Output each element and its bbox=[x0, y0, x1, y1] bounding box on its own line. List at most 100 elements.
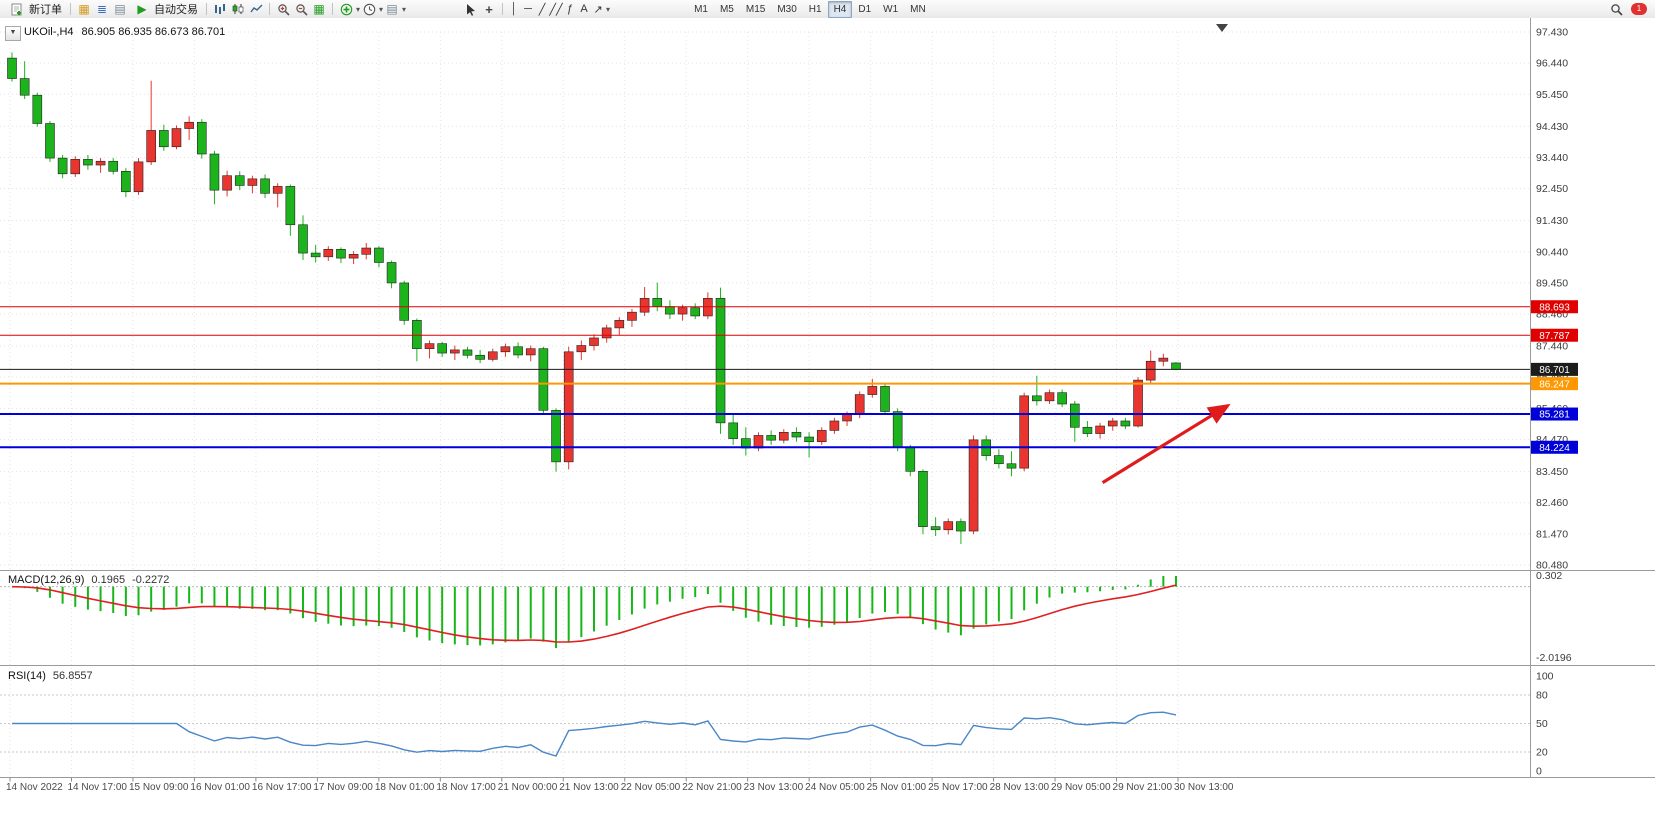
tile-windows-icon[interactable]: ▦ bbox=[313, 2, 325, 16]
terminal-icon[interactable]: ▤ bbox=[114, 2, 126, 16]
template-dropdown-chevron[interactable]: ▾ bbox=[402, 4, 407, 14]
rsi-scale-label: 80 bbox=[1536, 690, 1548, 702]
rsi-value: 56.8557 bbox=[52, 670, 93, 682]
macd-scale-min: -2.0196 bbox=[1536, 652, 1572, 664]
crosshair-icon[interactable]: + bbox=[485, 1, 493, 17]
text-tool[interactable]: A bbox=[580, 3, 588, 15]
timeframe-w1[interactable]: W1 bbox=[883, 3, 899, 15]
indicators-icon[interactable] bbox=[337, 1, 355, 17]
svg-text:22 Nov 05:00: 22 Nov 05:00 bbox=[621, 782, 681, 793]
cursor-icon[interactable] bbox=[462, 1, 480, 17]
chart-title: UKOil-,H4 86.905 86.935 86.673 86.701 bbox=[24, 26, 225, 38]
gridlines bbox=[0, 31, 1530, 775]
timeframe-d1[interactable]: D1 bbox=[858, 3, 872, 15]
rsi-scale-label: 0 bbox=[1536, 766, 1542, 778]
svg-text:95.450: 95.450 bbox=[1536, 89, 1568, 101]
template-icon[interactable]: ▤ bbox=[386, 2, 398, 16]
svg-text:16 Nov 01:00: 16 Nov 01:00 bbox=[190, 782, 250, 793]
navigator-icon[interactable]: ≣ bbox=[96, 2, 108, 16]
timeframe-toolbar: M1 M5 M15 M30 H1 H4 D1 W1 MN bbox=[688, 0, 932, 18]
level-lines[interactable] bbox=[0, 306, 1530, 449]
svg-text:96.440: 96.440 bbox=[1536, 58, 1568, 70]
svg-text:14 Nov 2022: 14 Nov 2022 bbox=[6, 782, 63, 793]
timeframe-h1[interactable]: H1 bbox=[808, 3, 822, 15]
zoom-out-icon[interactable] bbox=[292, 1, 310, 17]
ohlc-values-label: 86.905 86.935 86.673 86.701 bbox=[81, 26, 226, 38]
market-watch-icon[interactable]: ▦ bbox=[78, 2, 90, 16]
svg-text:21 Nov 13:00: 21 Nov 13:00 bbox=[559, 782, 619, 793]
trendline-tool[interactable]: ╱ bbox=[538, 3, 546, 16]
svg-text:29 Nov 21:00: 29 Nov 21:00 bbox=[1113, 782, 1173, 793]
timeframe-m1[interactable]: M1 bbox=[694, 3, 708, 15]
svg-text:87.440: 87.440 bbox=[1536, 341, 1568, 353]
toolbar-separator bbox=[269, 3, 270, 15]
svg-text:25 Nov 01:00: 25 Nov 01:00 bbox=[867, 782, 927, 793]
svg-text:97.430: 97.430 bbox=[1536, 27, 1568, 39]
chart-canvas[interactable] bbox=[0, 18, 1530, 777]
rsi-scale-label: 20 bbox=[1536, 747, 1548, 759]
chart-svg: 97.430 96.440 95.450 94.430 93.440 92.450 91.4… bbox=[0, 18, 1655, 821]
one-click-trading-toggle[interactable]: ▼ bbox=[5, 26, 21, 41]
svg-text:84.224: 84.224 bbox=[1539, 443, 1570, 454]
zoom-in-icon[interactable] bbox=[274, 1, 292, 17]
macd-signal-line bbox=[11, 584, 1177, 643]
horizontal-line-tool[interactable]: ─ bbox=[524, 3, 532, 15]
vertical-line-tool[interactable]: │ bbox=[510, 3, 518, 15]
svg-text:85.281: 85.281 bbox=[1539, 410, 1570, 421]
price-scale[interactable] bbox=[1530, 18, 1655, 777]
line-chart-icon[interactable] bbox=[247, 1, 265, 17]
timeframe-mn[interactable]: MN bbox=[910, 3, 926, 15]
svg-text:91.430: 91.430 bbox=[1536, 215, 1568, 227]
notifications-badge[interactable]: 1 bbox=[1631, 3, 1647, 15]
indicators-dropdown-chevron[interactable]: ▾ bbox=[356, 4, 361, 14]
period-dropdown-chevron[interactable]: ▾ bbox=[379, 4, 384, 14]
timeframe-m15[interactable]: M15 bbox=[745, 3, 766, 15]
time-scale[interactable] bbox=[0, 777, 1655, 821]
fibonacci-tool[interactable]: ƒ bbox=[566, 3, 574, 15]
svg-text:14 Nov 17:00: 14 Nov 17:00 bbox=[67, 782, 127, 793]
svg-text:87.787: 87.787 bbox=[1539, 331, 1570, 342]
macd-scale-max: 0.302 bbox=[1536, 570, 1562, 582]
macd-main-value: 0.1965 bbox=[91, 574, 126, 586]
timeframe-m30[interactable]: M30 bbox=[777, 3, 797, 15]
svg-text:22 Nov 21:00: 22 Nov 21:00 bbox=[682, 782, 742, 793]
channel-tool[interactable]: ╱╱ bbox=[549, 3, 563, 16]
svg-text:86.247: 86.247 bbox=[1539, 379, 1570, 390]
toolbar-separator bbox=[70, 3, 71, 15]
bar-chart-icon[interactable] bbox=[211, 1, 229, 17]
macd-signal-value: -0.2272 bbox=[132, 574, 170, 586]
auto-trading-button[interactable]: ▶ 自动交易 bbox=[129, 1, 202, 17]
candlestick-chart-icon[interactable] bbox=[229, 1, 247, 17]
svg-text:81.470: 81.470 bbox=[1536, 528, 1568, 540]
svg-text:93.440: 93.440 bbox=[1536, 152, 1568, 164]
search-icon[interactable] bbox=[1607, 1, 1625, 17]
svg-text:16 Nov 17:00: 16 Nov 17:00 bbox=[252, 782, 312, 793]
svg-text:83.450: 83.450 bbox=[1536, 466, 1568, 478]
toolbar-separator bbox=[332, 3, 333, 15]
timeframe-h4[interactable]: H4 bbox=[827, 0, 853, 18]
trend-arrow[interactable] bbox=[1101, 403, 1231, 484]
arrows-tool[interactable]: ↗ bbox=[593, 3, 603, 16]
level-price-badges: 88.693 87.787 86.701 86.247 85.281 84.224 bbox=[1531, 300, 1578, 454]
svg-text:25 Nov 17:00: 25 Nov 17:00 bbox=[928, 782, 988, 793]
svg-text:80.480: 80.480 bbox=[1536, 560, 1568, 572]
arrows-dropdown-chevron[interactable]: ▾ bbox=[606, 4, 611, 14]
svg-text:28 Nov 13:00: 28 Nov 13:00 bbox=[990, 782, 1050, 793]
chart-region: 97.430 96.440 95.450 94.430 93.440 92.450 91.4… bbox=[0, 18, 1655, 821]
rsi-scale-label: 50 bbox=[1536, 718, 1548, 730]
chart-shift-marker[interactable] bbox=[1216, 24, 1228, 32]
new-order-label: 新订单 bbox=[29, 4, 62, 16]
svg-text:29 Nov 05:00: 29 Nov 05:00 bbox=[1051, 782, 1111, 793]
svg-text:23 Nov 13:00: 23 Nov 13:00 bbox=[744, 782, 804, 793]
new-order-button[interactable]: 新订单 bbox=[4, 1, 66, 17]
rsi-name: RSI(14) bbox=[8, 670, 46, 682]
timeframe-m5[interactable]: M5 bbox=[719, 3, 734, 15]
macd-label: MACD(12,26,9) 0.1965 -0.2272 bbox=[8, 574, 169, 586]
svg-text:82.460: 82.460 bbox=[1536, 497, 1568, 509]
rsi-levels bbox=[0, 694, 1530, 753]
period-clock-icon[interactable] bbox=[360, 1, 378, 17]
svg-text:18 Nov 01:00: 18 Nov 01:00 bbox=[375, 782, 435, 793]
svg-text:15 Nov 09:00: 15 Nov 09:00 bbox=[129, 782, 189, 793]
toolbar-separator bbox=[502, 3, 504, 15]
